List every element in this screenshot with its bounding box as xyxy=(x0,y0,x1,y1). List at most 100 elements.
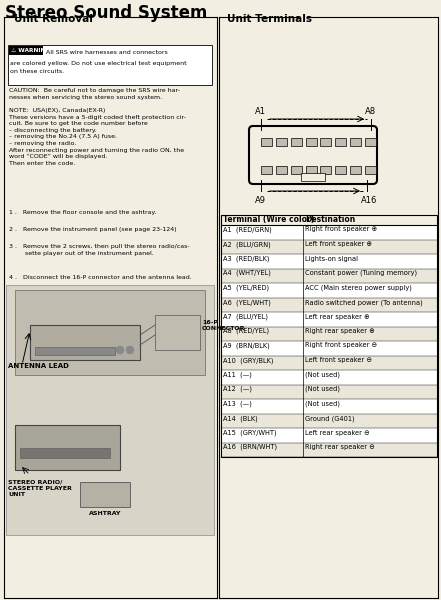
Bar xyxy=(20,448,110,458)
Bar xyxy=(350,138,361,146)
Text: A6  (YEL/WHT): A6 (YEL/WHT) xyxy=(223,299,271,305)
Text: Unit Terminals: Unit Terminals xyxy=(227,14,312,24)
Bar xyxy=(365,166,376,174)
Bar xyxy=(221,269,437,283)
Bar xyxy=(8,45,212,85)
Text: A7  (BLU/YEL): A7 (BLU/YEL) xyxy=(223,313,268,320)
Circle shape xyxy=(116,346,124,354)
Text: Right rear speaker ⊕: Right rear speaker ⊕ xyxy=(305,328,374,334)
Text: Right front speaker ⊕: Right front speaker ⊕ xyxy=(305,226,377,232)
Bar xyxy=(221,225,437,239)
Bar xyxy=(306,166,317,174)
FancyBboxPatch shape xyxy=(249,126,377,184)
Bar xyxy=(221,312,437,326)
Bar xyxy=(221,254,437,269)
Bar xyxy=(6,285,214,535)
Bar xyxy=(276,138,287,146)
FancyBboxPatch shape xyxy=(301,173,325,181)
Text: A13  (—): A13 (—) xyxy=(223,401,252,407)
Text: Right rear speaker ⊖: Right rear speaker ⊖ xyxy=(305,444,374,450)
Text: 2 .   Remove the instrument panel (see page 23-124): 2 . Remove the instrument panel (see pag… xyxy=(9,227,177,232)
Bar xyxy=(291,138,302,146)
Bar xyxy=(155,315,200,350)
Text: Stereo Sound System: Stereo Sound System xyxy=(5,4,207,22)
Text: A16: A16 xyxy=(361,196,377,205)
Text: (Not used): (Not used) xyxy=(305,371,340,378)
Bar xyxy=(35,347,115,355)
Bar xyxy=(221,443,437,457)
Bar xyxy=(221,399,437,413)
Text: A8: A8 xyxy=(365,107,376,116)
Text: ASHTRAY: ASHTRAY xyxy=(89,511,121,516)
Bar xyxy=(221,298,437,312)
Text: A12  (—): A12 (—) xyxy=(223,386,252,392)
Text: A14  (BLK): A14 (BLK) xyxy=(223,415,258,421)
Text: Lights-on signal: Lights-on signal xyxy=(305,256,358,262)
Text: 16-P
CONNECTOR: 16-P CONNECTOR xyxy=(202,320,246,331)
Bar xyxy=(321,166,332,174)
Text: A8  (RED/YEL): A8 (RED/YEL) xyxy=(223,328,269,335)
Bar xyxy=(9,46,43,55)
Text: Right front speaker ⊖: Right front speaker ⊖ xyxy=(305,343,377,349)
Bar xyxy=(30,325,140,360)
Circle shape xyxy=(126,346,134,354)
Text: A5  (YEL/RED): A5 (YEL/RED) xyxy=(223,284,269,291)
Text: on these circuits.: on these circuits. xyxy=(10,69,64,74)
Text: (Not used): (Not used) xyxy=(305,386,340,392)
Text: Terminal (Wire color): Terminal (Wire color) xyxy=(223,215,314,224)
Text: A1: A1 xyxy=(255,107,266,116)
Text: Unit Removal: Unit Removal xyxy=(14,14,93,24)
Bar xyxy=(306,138,317,146)
Text: (Not used): (Not used) xyxy=(305,401,340,407)
Text: A2  (BLU/GRN): A2 (BLU/GRN) xyxy=(223,241,271,247)
Text: STEREO RADIO/
CASSETTE PLAYER
UNIT: STEREO RADIO/ CASSETTE PLAYER UNIT xyxy=(8,480,72,497)
Text: ⚠ WARNING: ⚠ WARNING xyxy=(11,48,50,53)
Bar xyxy=(276,166,287,174)
Bar xyxy=(221,413,437,428)
Text: are colored yellow. Do not use electrical test equipment: are colored yellow. Do not use electrica… xyxy=(10,61,187,66)
Bar xyxy=(221,215,437,457)
Bar xyxy=(261,166,272,174)
Bar xyxy=(221,341,437,355)
Bar xyxy=(350,166,361,174)
Text: Destination: Destination xyxy=(305,215,355,224)
Text: A4  (WHT/YEL): A4 (WHT/YEL) xyxy=(223,270,271,277)
Bar xyxy=(15,425,120,470)
Text: A9: A9 xyxy=(255,196,266,205)
Text: Constant power (Tuning memory): Constant power (Tuning memory) xyxy=(305,270,417,277)
Text: ANTENNA LEAD: ANTENNA LEAD xyxy=(8,363,69,369)
Bar xyxy=(291,166,302,174)
Text: CAUTION:  Be careful not to damage the SRS wire har-
nesses when servicing the s: CAUTION: Be careful not to damage the SR… xyxy=(9,88,180,100)
Text: Ground (G401): Ground (G401) xyxy=(305,415,355,421)
Text: A10  (GRY/BLK): A10 (GRY/BLK) xyxy=(223,357,273,364)
Text: A3  (RED/BLK): A3 (RED/BLK) xyxy=(223,256,269,262)
Text: Left rear speaker ⊖: Left rear speaker ⊖ xyxy=(305,430,370,436)
Text: Left front speaker ⊕: Left front speaker ⊕ xyxy=(305,241,372,247)
Bar xyxy=(221,428,437,443)
Bar xyxy=(365,138,376,146)
Text: All SRS wire harnesses and connectors: All SRS wire harnesses and connectors xyxy=(46,50,168,55)
Bar xyxy=(261,138,272,146)
Text: ACC (Main stereo power supply): ACC (Main stereo power supply) xyxy=(305,284,412,291)
Text: A15  (GRY/WHT): A15 (GRY/WHT) xyxy=(223,430,277,436)
Bar xyxy=(15,290,205,375)
Bar xyxy=(221,283,437,298)
Bar xyxy=(321,138,332,146)
Bar xyxy=(221,355,437,370)
Text: NOTE:  USA(EX), Canada(EX-R)
These versions have a 5-digit coded theft protectio: NOTE: USA(EX), Canada(EX-R) These versio… xyxy=(9,108,186,166)
Text: A1  (RED/GRN): A1 (RED/GRN) xyxy=(223,226,272,233)
Bar xyxy=(221,385,437,399)
Bar xyxy=(221,326,437,341)
Text: Radio switched power (To antenna): Radio switched power (To antenna) xyxy=(305,299,423,305)
Text: A11  (—): A11 (—) xyxy=(223,371,252,378)
Text: Left rear speaker ⊕: Left rear speaker ⊕ xyxy=(305,313,370,319)
Bar xyxy=(335,166,346,174)
Text: 1 .   Remove the floor console and the ashtray.: 1 . Remove the floor console and the ash… xyxy=(9,210,157,215)
Bar xyxy=(80,482,130,507)
Text: Left front speaker ⊖: Left front speaker ⊖ xyxy=(305,357,372,363)
Text: A16  (BRN/WHT): A16 (BRN/WHT) xyxy=(223,444,277,451)
Text: 3 .   Remove the 2 screws, then pull the stereo radio/cas-
        sette player : 3 . Remove the 2 screws, then pull the s… xyxy=(9,244,190,256)
Text: 4 .   Disconnect the 16-P connector and the antenna lead.: 4 . Disconnect the 16-P connector and th… xyxy=(9,275,192,280)
Bar xyxy=(335,138,346,146)
Bar xyxy=(221,239,437,254)
